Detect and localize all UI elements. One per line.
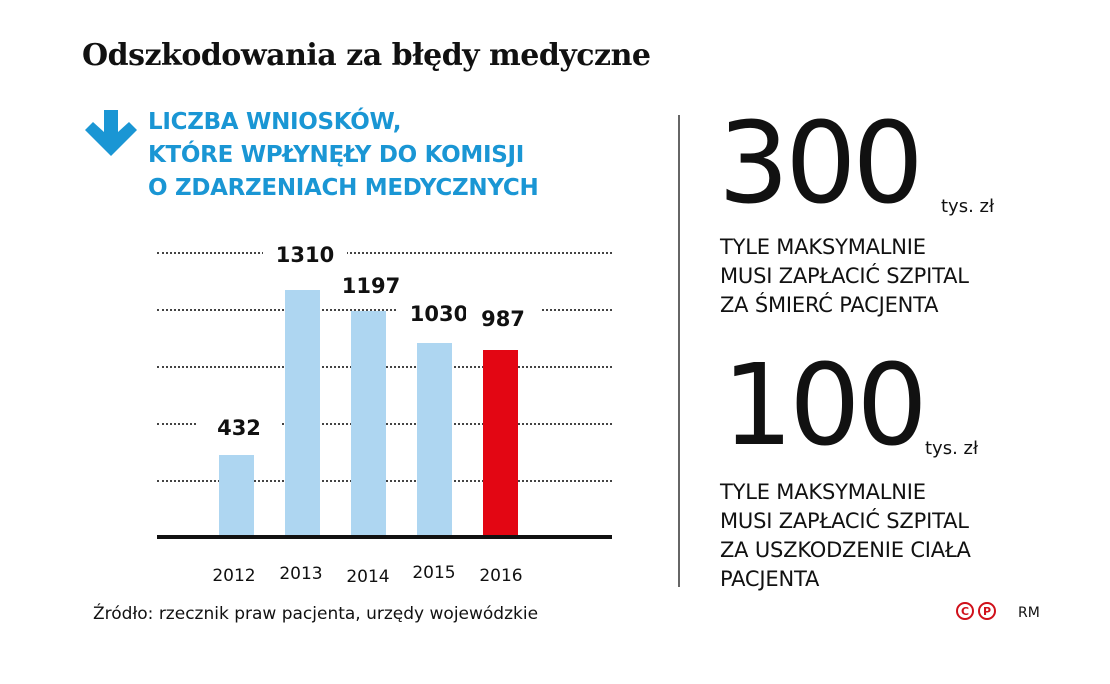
- x-tick-label: 2016: [479, 566, 523, 586]
- value-label: 1310: [263, 243, 347, 267]
- subtitle-line: O ZDARZENIACH MEDYCZNYCH: [148, 175, 539, 201]
- chart-title: Odszkodowania za błędy medyczne: [82, 38, 651, 73]
- description-line: TYLE MAKSYMALNIE: [720, 480, 926, 504]
- x-axis-line: [157, 535, 612, 539]
- fact-value-100: 100: [722, 341, 928, 471]
- author-initials: RM: [1018, 605, 1040, 621]
- fact-value-300: 300: [718, 99, 924, 229]
- description-line: MUSI ZAPŁACIĆ SZPITAL: [720, 264, 969, 288]
- description-line: ZA USZKODZENIE CIAŁA: [720, 538, 971, 562]
- value-label: 987: [466, 307, 540, 331]
- x-tick-label: 2012: [212, 566, 256, 586]
- bar-2016: [483, 350, 518, 536]
- description-line: MUSI ZAPŁACIĆ SZPITAL: [720, 509, 969, 533]
- subtitle-line: KTÓRE WPŁYNĘŁY DO KOMISJI: [148, 142, 524, 168]
- gridline: [157, 309, 612, 311]
- bar-2013: [285, 290, 320, 536]
- fact-unit: tys. zł: [941, 196, 995, 217]
- chart-subtitle: LICZBA WNIOSKÓW, KTÓRE WPŁYNĘŁY DO KOMIS…: [148, 106, 539, 205]
- description-line: PACJENTA: [720, 567, 820, 591]
- subtitle-line: LICZBA WNIOSKÓW,: [148, 109, 402, 135]
- value-label: 432: [197, 416, 281, 440]
- fact-unit: tys. zł: [925, 438, 979, 459]
- gridline: [157, 252, 612, 254]
- bar-2012: [219, 455, 254, 536]
- x-tick-label: 2013: [279, 564, 323, 584]
- description-line: TYLE MAKSYMALNIE: [720, 235, 926, 259]
- source-note: Źródło: rzecznik praw pacjenta, urzędy w…: [93, 604, 539, 624]
- fact-description: TYLE MAKSYMALNIE MUSI ZAPŁACIĆ SZPITAL Z…: [720, 478, 971, 594]
- bar-2014: [351, 311, 386, 536]
- p-circle-icon: P: [978, 602, 996, 620]
- x-tick-label: 2014: [346, 567, 390, 587]
- x-tick-label: 2015: [412, 563, 456, 583]
- publisher-logo: C P: [956, 602, 996, 620]
- fact-description: TYLE MAKSYMALNIE MUSI ZAPŁACIĆ SZPITAL Z…: [720, 233, 969, 320]
- vertical-divider: [678, 115, 680, 587]
- copyright-icon: C: [956, 602, 974, 620]
- description-line: ZA ŚMIERĆ PACJENTA: [720, 293, 939, 317]
- arrow-down-icon: [85, 110, 137, 156]
- bar-2015: [417, 343, 452, 536]
- bar-chart: 432 1310 1197 1030 987 2012 2013 2014 20…: [157, 243, 612, 587]
- value-label: 1197: [331, 274, 411, 298]
